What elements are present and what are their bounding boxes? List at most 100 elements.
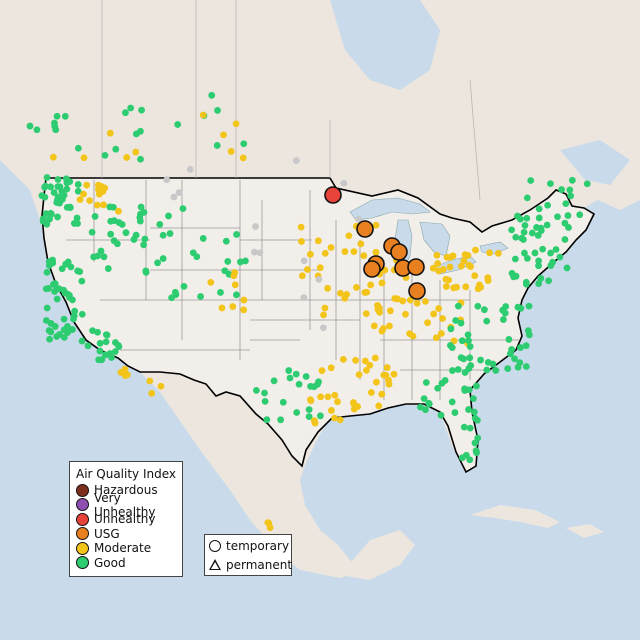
moderate-site-marker[interactable] (76, 196, 84, 204)
moderate-site-marker[interactable] (229, 303, 237, 310)
moderate-site-marker[interactable] (372, 248, 380, 256)
good-site-marker[interactable] (465, 386, 473, 394)
good-site-marker[interactable] (78, 337, 86, 345)
good-site-marker[interactable] (469, 395, 477, 403)
moderate-site-marker[interactable] (385, 376, 392, 384)
good-site-marker[interactable] (214, 107, 221, 114)
moderate-site-marker[interactable] (442, 275, 450, 283)
good-site-marker[interactable] (528, 229, 536, 237)
good-site-marker[interactable] (252, 386, 260, 394)
usg-site-marker[interactable] (408, 282, 426, 300)
good-site-marker[interactable] (511, 255, 519, 263)
good-site-marker[interactable] (62, 260, 70, 268)
good-site-marker[interactable] (64, 329, 71, 336)
good-site-marker[interactable] (138, 106, 145, 114)
good-site-marker[interactable] (451, 409, 459, 416)
good-site-marker[interactable] (285, 367, 293, 374)
moderate-site-marker[interactable] (339, 355, 347, 363)
good-site-marker[interactable] (43, 268, 51, 276)
moderate-site-marker[interactable] (390, 370, 398, 378)
good-site-marker[interactable] (114, 342, 122, 349)
good-site-marker[interactable] (556, 253, 564, 261)
good-site-marker[interactable] (466, 343, 474, 350)
moderate-site-marker[interactable] (341, 248, 349, 255)
good-site-marker[interactable] (547, 249, 554, 257)
good-site-marker[interactable] (54, 176, 62, 183)
good-site-marker[interactable] (127, 104, 135, 112)
good-site-marker[interactable] (465, 365, 473, 372)
good-site-marker[interactable] (537, 274, 545, 282)
moderate-site-marker[interactable] (352, 356, 360, 364)
good-site-marker[interactable] (106, 350, 114, 357)
moderate-site-marker[interactable] (391, 295, 399, 302)
good-site-marker[interactable] (434, 384, 442, 392)
moderate-site-marker[interactable] (327, 407, 335, 414)
moderate-site-marker[interactable] (460, 257, 468, 265)
good-site-marker[interactable] (492, 367, 500, 374)
good-site-marker[interactable] (96, 339, 104, 347)
good-site-marker[interactable] (122, 109, 129, 117)
good-site-marker[interactable] (422, 406, 429, 414)
good-site-marker[interactable] (60, 191, 68, 199)
good-site-marker[interactable] (74, 181, 82, 188)
good-site-marker[interactable] (511, 355, 518, 363)
good-site-marker[interactable] (500, 316, 507, 323)
good-site-marker[interactable] (199, 235, 207, 242)
good-site-marker[interactable] (465, 406, 472, 413)
good-site-marker[interactable] (63, 290, 71, 298)
moderate-site-marker[interactable] (422, 297, 429, 305)
usg-site-marker[interactable] (390, 243, 408, 261)
nodata-site-marker[interactable] (319, 324, 327, 332)
good-site-marker[interactable] (61, 112, 69, 120)
good-site-marker[interactable] (89, 327, 96, 335)
good-site-marker[interactable] (42, 317, 50, 324)
moderate-site-marker[interactable] (372, 221, 380, 229)
moderate-site-marker[interactable] (376, 308, 383, 316)
good-site-marker[interactable] (512, 272, 520, 280)
good-site-marker[interactable] (73, 214, 81, 222)
good-site-marker[interactable] (154, 259, 161, 267)
good-site-marker[interactable] (567, 192, 575, 200)
moderate-site-marker[interactable] (304, 266, 311, 273)
good-site-marker[interactable] (136, 217, 144, 225)
moderate-site-marker[interactable] (406, 296, 414, 304)
good-site-marker[interactable] (522, 342, 530, 350)
good-site-marker[interactable] (477, 356, 484, 364)
good-site-marker[interactable] (46, 215, 53, 223)
good-site-marker[interactable] (74, 267, 82, 275)
moderate-site-marker[interactable] (297, 223, 305, 231)
good-site-marker[interactable] (545, 277, 553, 285)
moderate-site-marker[interactable] (157, 382, 165, 390)
good-site-marker[interactable] (171, 288, 179, 296)
nodata-site-marker[interactable] (170, 193, 178, 201)
good-site-marker[interactable] (316, 412, 324, 420)
usg-site-marker[interactable] (356, 220, 374, 238)
moderate-site-marker[interactable] (362, 367, 370, 374)
good-site-marker[interactable] (55, 183, 63, 191)
good-site-marker[interactable] (132, 130, 140, 138)
moderate-site-marker[interactable] (494, 249, 502, 257)
good-site-marker[interactable] (261, 397, 269, 405)
good-site-marker[interactable] (535, 257, 542, 265)
moderate-site-marker[interactable] (318, 367, 326, 375)
good-site-marker[interactable] (67, 263, 75, 271)
good-site-marker[interactable] (508, 226, 515, 234)
good-site-marker[interactable] (241, 257, 249, 265)
good-site-marker[interactable] (561, 219, 569, 227)
good-site-marker[interactable] (525, 331, 533, 339)
good-site-marker[interactable] (483, 366, 491, 374)
moderate-site-marker[interactable] (115, 207, 122, 215)
moderate-site-marker[interactable] (375, 402, 383, 410)
moderate-site-marker[interactable] (435, 305, 443, 312)
good-site-marker[interactable] (45, 262, 53, 269)
good-site-marker[interactable] (60, 333, 68, 341)
good-site-marker[interactable] (64, 323, 71, 330)
moderate-site-marker[interactable] (432, 334, 440, 342)
good-site-marker[interactable] (51, 323, 59, 330)
good-site-marker[interactable] (159, 255, 167, 262)
good-site-marker[interactable] (263, 416, 271, 424)
moderate-site-marker[interactable] (357, 240, 365, 248)
good-site-marker[interactable] (58, 265, 66, 273)
moderate-site-marker[interactable] (345, 232, 353, 240)
good-site-marker[interactable] (141, 235, 149, 243)
